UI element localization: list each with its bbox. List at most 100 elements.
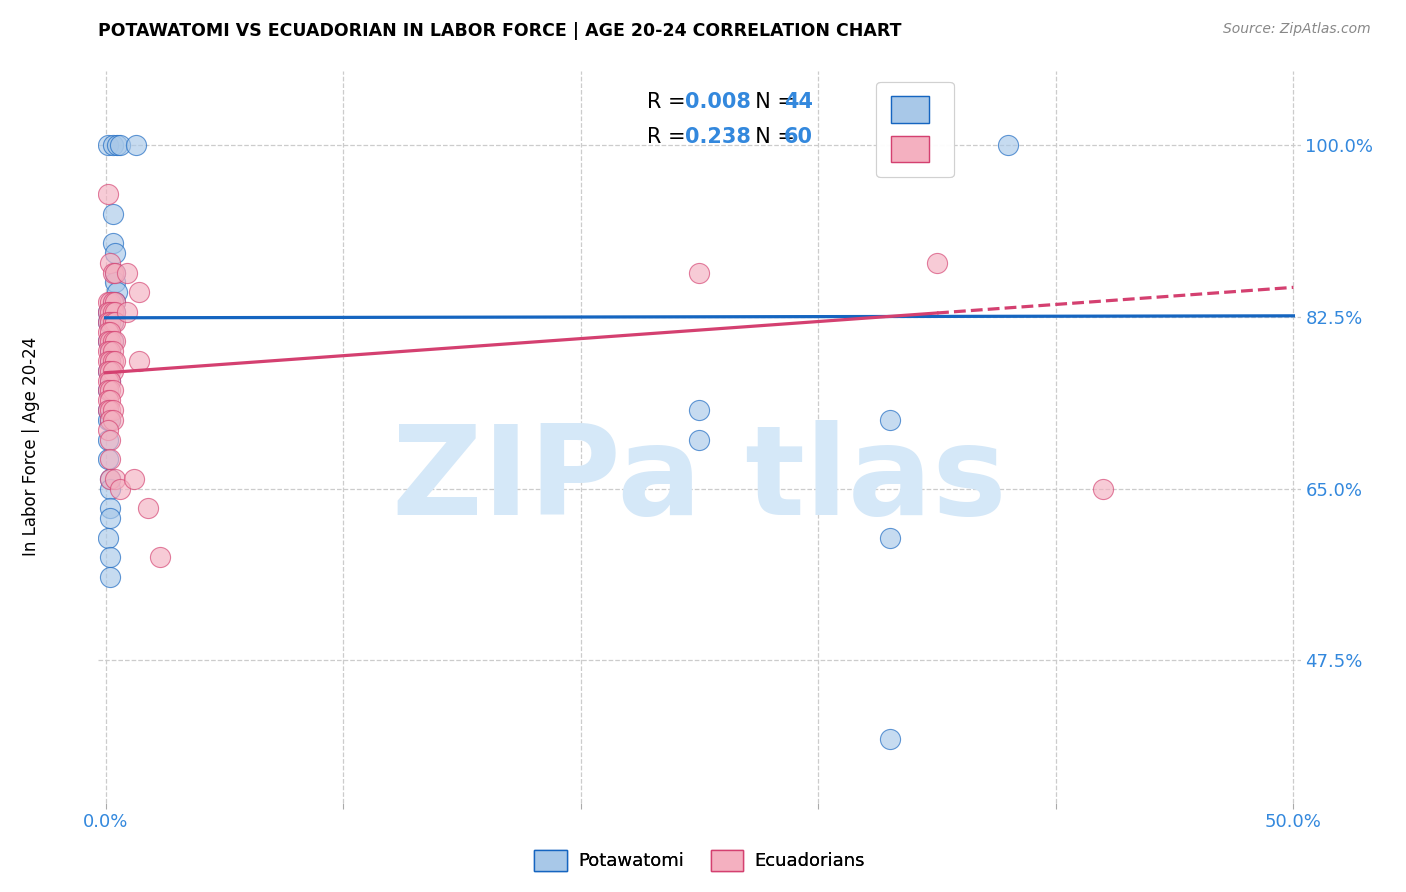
Point (98, 354, 121, 368)
Point (101, 315, 124, 329)
Point (925, 256, 948, 270)
Text: Source: ZipAtlas.com: Source: ZipAtlas.com (1223, 22, 1371, 37)
Point (97, 403, 120, 417)
Point (98, 482, 121, 496)
Point (104, 334, 127, 349)
Point (98, 305, 121, 319)
Point (97, 403, 120, 417)
Point (879, 413, 901, 427)
Point (98, 393, 121, 408)
Point (136, 501, 159, 516)
Point (104, 246, 127, 260)
Point (101, 344, 124, 359)
Point (97, 374, 120, 388)
Point (98, 413, 121, 427)
Point (115, 305, 138, 319)
Point (101, 334, 124, 349)
Point (97, 531, 120, 545)
Point (98, 334, 121, 349)
Point (98, 550, 121, 565)
Point (97, 433, 120, 447)
Point (98, 344, 121, 359)
Point (97, 305, 120, 319)
Point (98, 501, 121, 516)
Text: R =: R = (647, 128, 692, 147)
Point (125, 138, 148, 153)
Point (98, 374, 121, 388)
Point (97, 413, 120, 427)
Text: 60: 60 (783, 128, 813, 147)
Legend: Potawatomi, Ecuadorians: Potawatomi, Ecuadorians (527, 843, 872, 878)
Point (98, 295, 121, 310)
Point (97, 138, 120, 153)
Point (97, 325, 120, 339)
Point (98, 354, 121, 368)
Point (101, 236, 124, 251)
Point (1092, 482, 1115, 496)
Point (98, 374, 121, 388)
Point (879, 531, 901, 545)
Point (101, 403, 124, 417)
Point (101, 413, 124, 427)
Point (997, 138, 1019, 153)
Point (98, 364, 121, 378)
Point (101, 334, 124, 349)
Point (98, 403, 121, 417)
Point (97, 344, 120, 359)
Text: R =: R = (647, 92, 692, 112)
Point (101, 295, 124, 310)
Point (98, 344, 121, 359)
Point (104, 295, 127, 310)
Point (97, 364, 120, 378)
Text: N =: N = (741, 128, 801, 147)
Point (107, 138, 129, 153)
Point (104, 315, 127, 329)
Point (97, 393, 120, 408)
Point (104, 295, 127, 310)
Point (101, 384, 124, 398)
Point (97, 384, 120, 398)
Point (104, 266, 127, 280)
Point (98, 570, 121, 584)
Point (107, 285, 129, 300)
Point (98, 384, 121, 398)
Point (104, 266, 127, 280)
Point (104, 276, 127, 290)
Point (128, 285, 150, 300)
Point (97, 315, 120, 329)
Point (97, 315, 120, 329)
Point (97, 295, 120, 310)
Text: 0.238: 0.238 (685, 128, 751, 147)
Point (108, 138, 131, 153)
Point (128, 354, 150, 368)
Point (97, 452, 120, 467)
Text: ZIPa tlas: ZIPa tlas (392, 420, 1007, 541)
Point (101, 266, 124, 280)
Point (98, 315, 121, 329)
Text: POTAWATOMI VS ECUADORIAN IN LABOR FORCE | AGE 20-24 CORRELATION CHART: POTAWATOMI VS ECUADORIAN IN LABOR FORCE … (98, 22, 901, 40)
Point (98, 325, 121, 339)
Point (98, 511, 121, 525)
Text: In Labor Force | Age 20-24: In Labor Force | Age 20-24 (22, 336, 39, 556)
Point (98, 315, 121, 329)
Point (879, 731, 901, 746)
Point (98, 256, 121, 270)
Point (688, 433, 710, 447)
Point (97, 384, 120, 398)
Point (104, 354, 127, 368)
Point (97, 354, 120, 368)
Point (101, 305, 124, 319)
Point (101, 295, 124, 310)
Point (104, 472, 127, 486)
Point (688, 266, 710, 280)
Point (97, 364, 120, 378)
Point (101, 364, 124, 378)
Point (101, 138, 124, 153)
Point (97, 334, 120, 349)
Point (98, 433, 121, 447)
Point (104, 305, 127, 319)
Point (97, 334, 120, 349)
Point (98, 413, 121, 427)
Point (97, 305, 120, 319)
Point (688, 403, 710, 417)
